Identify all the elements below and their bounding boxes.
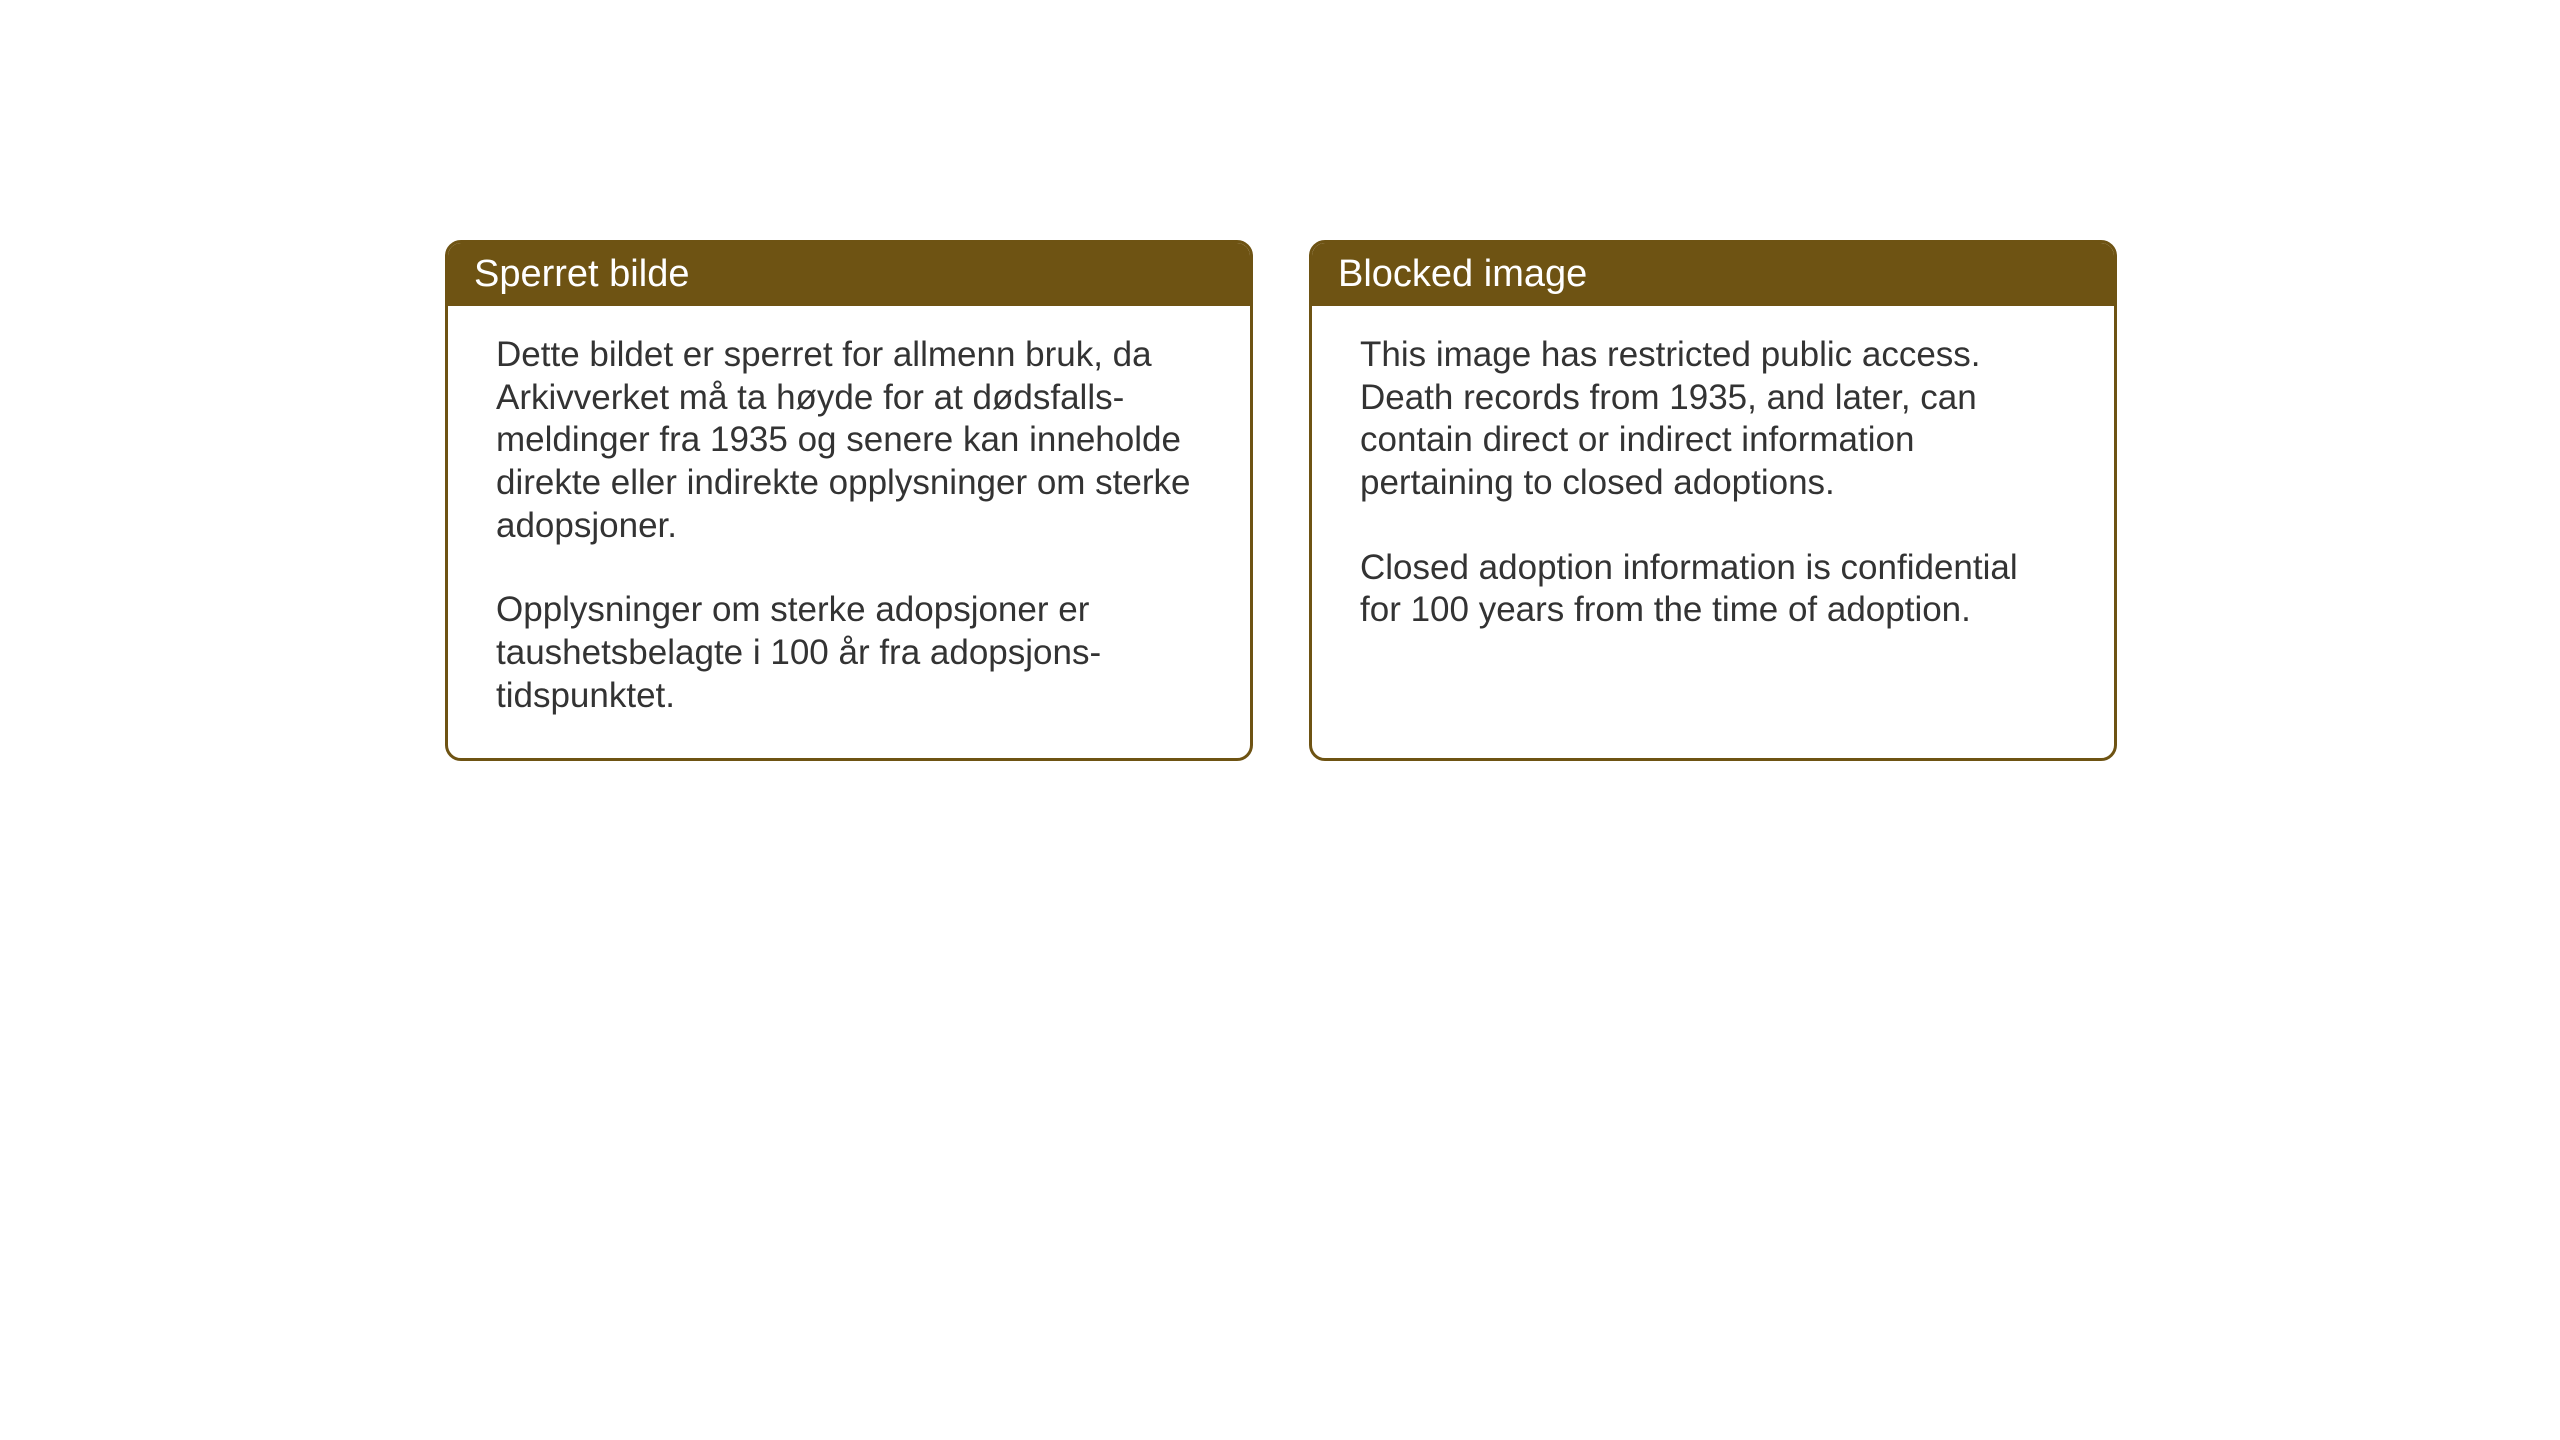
notice-card-english: Blocked image This image has restricted …: [1309, 240, 2117, 761]
notice-card-norwegian: Sperret bilde Dette bildet er sperret fo…: [445, 240, 1253, 761]
notice-container: Sperret bilde Dette bildet er sperret fo…: [445, 240, 2117, 761]
card-header-norwegian: Sperret bilde: [448, 243, 1250, 306]
card-paragraph-english-1: This image has restricted public access.…: [1360, 334, 2066, 505]
card-paragraph-english-2: Closed adoption information is confident…: [1360, 547, 2066, 632]
card-title-english: Blocked image: [1338, 253, 1587, 295]
card-paragraph-norwegian-2: Opplysninger om sterke adopsjoner er tau…: [496, 589, 1202, 717]
card-paragraph-norwegian-1: Dette bildet er sperret for allmenn bruk…: [496, 334, 1202, 547]
card-body-english: This image has restricted public access.…: [1312, 306, 2114, 746]
card-header-english: Blocked image: [1312, 243, 2114, 306]
card-body-norwegian: Dette bildet er sperret for allmenn bruk…: [448, 306, 1250, 758]
card-title-norwegian: Sperret bilde: [474, 253, 689, 295]
